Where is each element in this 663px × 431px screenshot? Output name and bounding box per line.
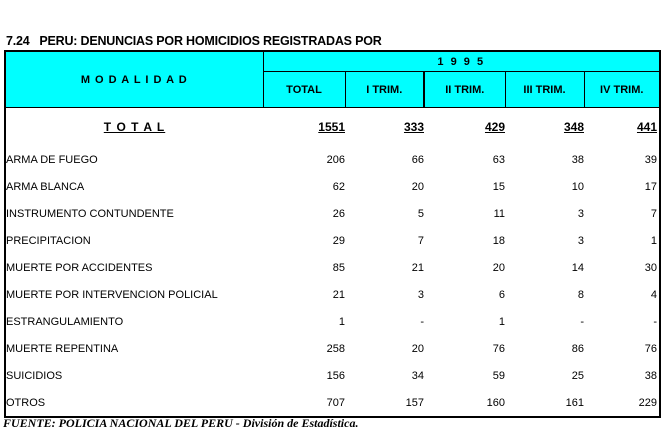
column-header-trim2: II TRIM. [423, 71, 506, 108]
column-header-row: TOTAL I TRIM. II TRIM. III TRIM. IV TRIM… [5, 71, 661, 108]
value-trim2: 15 [424, 173, 505, 200]
value-trim3: 86 [505, 335, 584, 362]
modality-label: PRECIPITACION [5, 227, 263, 254]
modality-label: ESTRANGULAMIENTO [5, 308, 263, 335]
total-label: T O T A L [5, 107, 263, 146]
modality-label: MUERTE REPENTINA [5, 335, 263, 362]
value-trim4: 1 [584, 227, 660, 254]
total-value-text: 1551 [318, 120, 345, 134]
value-total: 29 [263, 227, 345, 254]
value-trim2: 76 [424, 335, 505, 362]
value-trim2: 11 [424, 200, 505, 227]
column-header-total: TOTAL [262, 71, 346, 108]
value-trim1: 21 [345, 254, 424, 281]
value-trim4: 30 [584, 254, 660, 281]
value-trim1: 5 [345, 200, 424, 227]
value-trim4: 38 [584, 362, 660, 389]
value-trim2: 20 [424, 254, 505, 281]
table-row: MUERTE REPENTINA 258 20 76 86 76 [5, 335, 660, 362]
column-header-trim3: III TRIM. [504, 71, 585, 108]
table-row: PRECIPITACION 29 7 18 3 1 [5, 227, 660, 254]
title-line-1: 7.24 PERU: DENUNCIAS POR HOMICIDIOS REGI… [6, 34, 382, 48]
total-value-trim1: 333 [345, 107, 424, 146]
value-trim1: - [345, 308, 424, 335]
value-trim2: 18 [424, 227, 505, 254]
total-value-text: 441 [636, 120, 657, 134]
modality-label: ARMA BLANCA [5, 173, 263, 200]
value-trim1: 34 [345, 362, 424, 389]
table-row: ESTRANGULAMIENTO 1 - 1 - - [5, 308, 660, 335]
value-trim4: 4 [584, 281, 660, 308]
value-total: 21 [263, 281, 345, 308]
value-total: 156 [263, 362, 345, 389]
value-trim4: 7 [584, 200, 660, 227]
value-trim3: 3 [505, 227, 584, 254]
value-total: 62 [263, 173, 345, 200]
value-trim2: 63 [424, 146, 505, 173]
value-trim3: 14 [505, 254, 584, 281]
value-total: 206 [263, 146, 345, 173]
year-header-row: M O D A L I D A D 1 9 9 5 [4, 50, 661, 108]
column-header-trim1: I TRIM. [344, 71, 425, 108]
value-trim2: 160 [424, 389, 505, 417]
year-header: 1 9 9 5 [262, 50, 661, 72]
value-trim4: 17 [584, 173, 660, 200]
table-row: MUERTE POR INTERVENCION POLICIAL 21 3 6 … [5, 281, 660, 308]
value-total: 707 [263, 389, 345, 417]
total-value-text: 348 [563, 120, 584, 134]
total-value-trim4: 441 [584, 107, 660, 146]
value-trim2: 1 [424, 308, 505, 335]
value-trim1: 7 [345, 227, 424, 254]
value-trim1: 66 [345, 146, 424, 173]
value-trim3: 161 [505, 389, 584, 417]
modality-label: INSTRUMENTO CONTUNDENTE [5, 200, 263, 227]
value-trim1: 157 [345, 389, 424, 417]
total-value-text: 429 [484, 120, 505, 134]
value-trim3: 25 [505, 362, 584, 389]
value-total: 258 [263, 335, 345, 362]
total-value-trim3: 348 [505, 107, 584, 146]
value-trim1: 3 [345, 281, 424, 308]
value-trim2: 59 [424, 362, 505, 389]
table-row: MUERTE POR ACCIDENTES 85 21 20 14 30 [5, 254, 660, 281]
modality-label: OTROS [5, 389, 263, 417]
source-note: FUENTE: POLICIA NACIONAL DEL PERU - Divi… [3, 416, 359, 430]
value-total: 1 [263, 308, 345, 335]
total-value-trim2: 429 [424, 107, 505, 146]
modality-label: ARMA DE FUEGO [5, 146, 263, 173]
homicides-by-modality-table: M O D A L I D A D 1 9 9 5 TOTAL I TRIM. … [4, 50, 661, 418]
modality-label: MUERTE POR ACCIDENTES [5, 254, 263, 281]
value-trim3: 10 [505, 173, 584, 200]
table-row: INSTRUMENTO CONTUNDENTE 26 5 11 3 7 [5, 200, 660, 227]
table-row: OTROS 707 157 160 161 229 [5, 389, 660, 417]
modality-label: SUICIDIOS [5, 362, 263, 389]
value-trim1: 20 [345, 335, 424, 362]
value-trim4: 229 [584, 389, 660, 417]
value-total: 85 [263, 254, 345, 281]
value-trim3: 8 [505, 281, 584, 308]
column-header-trim4: IV TRIM. [583, 71, 661, 108]
value-trim1: 20 [345, 173, 424, 200]
value-trim3: 3 [505, 200, 584, 227]
value-trim2: 6 [424, 281, 505, 308]
table-row-total: T O T A L 1551 333 429 348 441 [5, 107, 660, 146]
value-trim4: - [584, 308, 660, 335]
value-trim4: 76 [584, 335, 660, 362]
total-value-text: 333 [403, 120, 424, 134]
modality-label: MUERTE POR INTERVENCION POLICIAL [5, 281, 263, 308]
total-label-text: T O T A L [103, 120, 166, 134]
value-trim3: 38 [505, 146, 584, 173]
table-row: ARMA DE FUEGO 206 66 63 38 39 [5, 146, 660, 173]
table-row: ARMA BLANCA 62 20 15 10 17 [5, 173, 660, 200]
value-trim3: - [505, 308, 584, 335]
total-value-total: 1551 [263, 107, 345, 146]
value-total: 26 [263, 200, 345, 227]
column-header-modalidad: M O D A L I D A D [4, 50, 264, 108]
table-row: SUICIDIOS 156 34 59 25 38 [5, 362, 660, 389]
value-trim4: 39 [584, 146, 660, 173]
